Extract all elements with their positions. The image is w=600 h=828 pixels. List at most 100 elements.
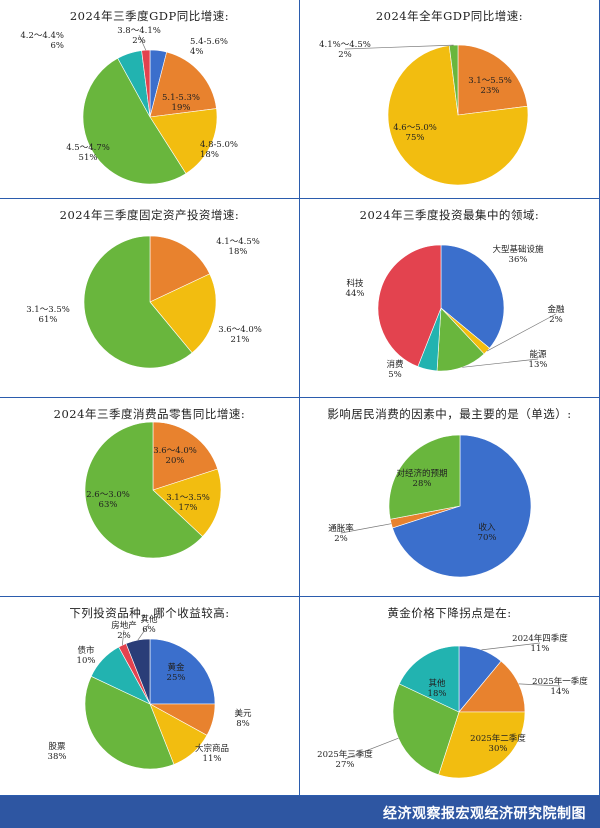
chart-panel-consumption-factors: 收入 70% 通胀率 2% 对经济的预期 28% 影响居民消费的因素中，最主要的是（单选）… [300, 398, 600, 597]
slice-percent-label: 2% [132, 36, 146, 46]
slice-percent-label: 51% [79, 153, 98, 163]
chart-panel-investment-returns: 黄金 25% 美元 8% 大宗商品 11% 股票 38% 债市 10% 房地产 2% 其他 6% 下列投资… [0, 597, 300, 796]
leader-line [344, 737, 399, 760]
slice-percent-label: 25% [167, 673, 186, 683]
footer-credit: 经济观察报宏观经济研究院制图 [383, 806, 586, 822]
chart-title: 2024年三季度固定资产投资增速: [59, 208, 240, 222]
slice-percent-label: 19% [172, 103, 191, 113]
slice-percent-label: 70% [478, 533, 497, 543]
pie-slice [149, 638, 216, 705]
pie-slice [457, 44, 528, 116]
pie-slice [438, 711, 526, 779]
leader-line [462, 358, 539, 368]
chart-title: 2024年三季度消费品零售同比增速: [53, 407, 246, 421]
pie-slice [398, 645, 460, 713]
slice-percent-label: 63% [99, 500, 118, 510]
slice-percent-label: 61% [39, 315, 58, 325]
slice-label: 债市 [77, 645, 95, 656]
chart-grid: 5.4-5.6% 4% 5.1-5.3% 19% 4.8-5.0% 18% 4.5～4.7%… [0, 0, 600, 796]
pie-chart-q3-gdp: 5.4-5.6%4% 5.1-5.3%19% 4.8-5.0%18% 4.5～4.7%… [20, 26, 238, 185]
chart-title: 2024年全年GDP同比增速: [375, 9, 524, 23]
slice-percent-label: 30% [489, 744, 508, 754]
chart-panel-investment-sectors: 大型基础设施 36% 金融 2% 能源 13% 消费 5% 科技 44% 2024年三季度投资最集… [300, 199, 600, 398]
slice-percent-label: 17% [179, 503, 198, 513]
slice-label: 4.6～5.0% [393, 123, 437, 133]
pie-chart-fixed-asset-investment: 4.1～4.5%18% 3.6～4.0%21% 3.1～3.5%61% [26, 235, 262, 369]
slice-label: 3.8～4.1% [117, 26, 161, 36]
slice-percent-label: 11% [531, 644, 550, 654]
slice-label: 通胀率 [328, 523, 354, 534]
slice-percent-label: 6% [51, 41, 65, 51]
pie-slice [84, 675, 175, 770]
slice-percent-label: 11% [203, 754, 222, 764]
pie-slice [149, 51, 217, 118]
chart-panel-fixed-asset-investment: 4.1～4.5% 18% 3.6～4.0% 21% 3.1～3.5% 61% 2024年三… [0, 199, 300, 398]
slice-label: 股票 [48, 742, 66, 752]
leader-line [137, 623, 150, 641]
chart-title: 影响居民消费的因素中，最主要的是（单选）: [327, 407, 572, 421]
pie-slice [392, 434, 532, 578]
slice-label: 3.1～3.5% [26, 305, 70, 315]
slice-percent-label: 4% [190, 47, 204, 57]
slice-label: 3.6～4.0% [218, 325, 262, 335]
slice-label: 大型基础设施 [492, 244, 544, 255]
slice-percent-label: 2% [334, 534, 348, 544]
pie-chart-annual-gdp: 3.1～5.5%23% 4.6～5.0%75% 4.1%～4.5%2% [319, 40, 529, 186]
slice-label: 消费 [386, 359, 404, 370]
slice-percent-label: 44% [346, 289, 365, 299]
slice-label: 4.8-5.0% [200, 140, 238, 150]
slice-percent-label: 38% [48, 752, 67, 762]
chart-panel-q3-gdp: 5.4-5.6% 4% 5.1-5.3% 19% 4.8-5.0% 18% 4.5～4.7%… [0, 0, 300, 199]
leader-line [481, 642, 541, 651]
slice-percent-label: 23% [481, 86, 500, 96]
slice-label: 2024年四季度 [512, 633, 568, 644]
pie-slice [152, 468, 222, 537]
slice-percent-label: 36% [509, 255, 528, 265]
leader-line [344, 44, 454, 50]
slice-percent-label: 5% [388, 370, 402, 380]
slice-label: 3.6～4.0% [153, 446, 197, 456]
pie-slice [83, 235, 193, 369]
pie-slice [388, 434, 461, 520]
slice-label: 4.1～4.5% [216, 237, 260, 247]
slice-label: 2025年三季度 [317, 749, 373, 760]
chart-panel-annual-gdp: 3.1～5.5% 23% 4.6～5.0% 75% 4.1%～4.5% 2% 2024年全… [300, 0, 600, 199]
slice-label: 4.2～4.4% [20, 31, 64, 41]
slice-label: 对经济的预期 [396, 468, 447, 479]
slice-percent-label: 6% [142, 625, 156, 635]
pie-slice [392, 683, 460, 776]
slice-percent-label: 28% [413, 479, 432, 489]
slice-percent-label: 2% [117, 631, 131, 641]
slice-label: 其他 [428, 678, 446, 689]
slice-percent-label: 18% [200, 150, 219, 160]
slice-percent-label: 8% [236, 719, 250, 729]
slice-label: 房地产 [111, 620, 137, 631]
slice-percent-label: 27% [336, 760, 355, 770]
leader-line [486, 313, 557, 352]
slice-label: 2.6～3.0% [86, 490, 130, 500]
slice-label: 4.5～4.7% [66, 143, 110, 153]
chart-title: 黄金价格下降拐点是在: [387, 606, 512, 620]
leader-line [340, 523, 392, 534]
slice-percent-label: 2% [338, 50, 352, 60]
slice-label: 其他 [140, 614, 158, 625]
pie-slice [82, 57, 187, 185]
leader-line [121, 629, 125, 646]
slice-percent-label: 13% [529, 360, 548, 370]
pie-slice [149, 235, 211, 303]
slice-percent-label: 20% [166, 456, 185, 466]
slice-label: 5.4-5.6% [190, 37, 228, 47]
chart-panel-retail-sales: 3.6～4.0% 20% 3.1～3.5% 17% 2.6～3.0% 63% 2024年三… [0, 398, 300, 597]
slice-percent-label: 21% [231, 335, 250, 345]
chart-title: 2024年三季度GDP同比增速: [69, 9, 230, 23]
slice-percent-label: 18% [229, 247, 248, 257]
slice-label: 5.1-5.3% [162, 93, 200, 103]
chart-title: 下列投资品种，哪个收益较高: [69, 606, 230, 620]
pie-slice [440, 244, 505, 349]
pie-slice [149, 273, 217, 354]
slice-label: 金融 [547, 304, 565, 315]
slice-label: 3.1～3.5% [166, 493, 210, 503]
